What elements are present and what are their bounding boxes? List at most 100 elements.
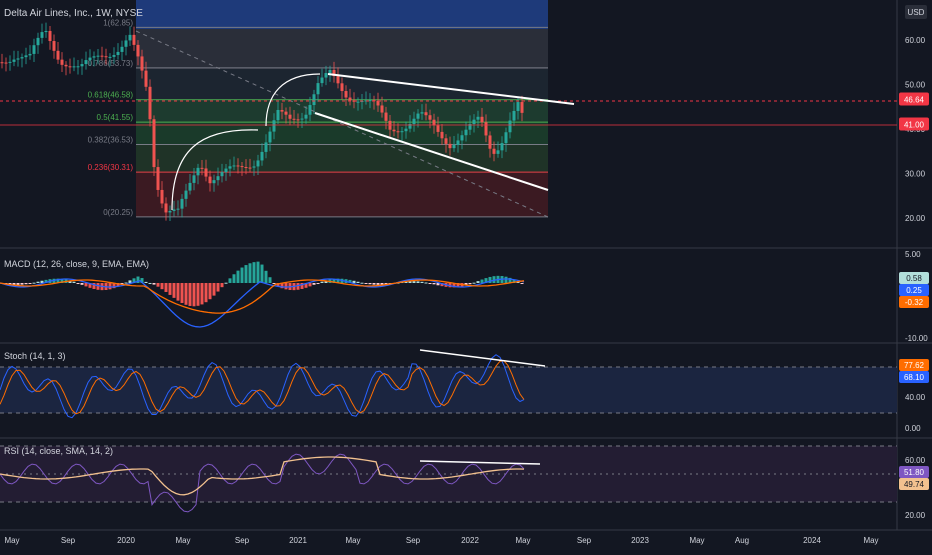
macd-y-axis: 5.00 -10.00 0.58 0.25 -0.32 (899, 250, 929, 343)
candle-body-36 (144, 70, 148, 87)
macd-bar-116 (464, 283, 468, 286)
price-badges: 46.64 41.00 (899, 92, 929, 131)
candle-body-106 (424, 112, 428, 116)
macd-title: MACD (12, 26, close, 9, EMA, EMA) (4, 259, 149, 269)
macd-bar-34 (136, 276, 140, 283)
candle-body-65 (260, 151, 264, 161)
currency-badge[interactable] (905, 5, 927, 19)
rsi-y-tick-1: 20.00 (905, 511, 926, 520)
candle-body-24 (96, 55, 100, 57)
candle-body-107 (428, 115, 432, 120)
macd-bar-8 (32, 282, 36, 284)
x-label-12: May (689, 536, 704, 545)
candle-body-81 (324, 73, 328, 78)
macd-bar-53 (212, 283, 216, 296)
macd-bar-126 (504, 276, 508, 283)
macd-bar-15 (60, 278, 64, 283)
candle-body-33 (132, 34, 136, 45)
candle-body-130 (520, 102, 524, 113)
candle-body-68 (272, 120, 276, 132)
macd-bar-33 (132, 278, 136, 283)
fib-lines: 1(62.85) 0.786(53.73) 0.618(46.58) 0.5(41.5… (88, 18, 548, 218)
stoch-y-axis: 40.00 0.00 77.62 68.10 (899, 359, 929, 433)
macd-y-tick-1: -10.00 (905, 334, 928, 343)
candle-body-11 (44, 30, 48, 33)
fib-label-1: 0.786(53.73) (88, 59, 134, 68)
candle-body-125 (500, 143, 504, 151)
candle-body-116 (464, 129, 468, 136)
candle-body-75 (300, 118, 304, 120)
candle-body-44 (176, 208, 180, 210)
candle-body-98 (392, 129, 396, 132)
macd-bar-35 (140, 278, 144, 283)
macd-bar-28 (112, 283, 116, 289)
macd-bar-69 (276, 283, 280, 287)
stoch-value-0: 77.62 (904, 361, 925, 370)
x-label-15: May (863, 536, 878, 545)
macd-bar-59 (236, 270, 240, 283)
candle-body-12 (48, 30, 52, 42)
candle-body-8 (32, 45, 36, 54)
macd-bar-40 (160, 283, 164, 290)
macd-bar-9 (36, 281, 40, 283)
candle-body-25 (100, 55, 104, 57)
candle-body-80 (320, 77, 324, 84)
candle-body-37 (148, 86, 152, 120)
candle-body-20 (80, 64, 84, 67)
macd-bar-67 (268, 277, 272, 283)
macd-bar-128 (512, 279, 516, 283)
macd-bar-83 (332, 278, 336, 283)
macd-line (0, 278, 525, 328)
macd-bar-118 (472, 282, 476, 284)
x-label-8: 2022 (461, 536, 479, 545)
macd-bar-90 (360, 282, 364, 284)
candle-body-42 (168, 210, 172, 213)
macd-bar-17 (68, 280, 72, 283)
fib-label-6: 0(20.25) (103, 208, 133, 217)
candle-body-49 (196, 167, 200, 176)
macd-bar-62 (248, 263, 252, 283)
macd-bar-117 (468, 283, 472, 285)
candle-body-96 (384, 112, 388, 121)
price-badge-0: 46.64 (904, 95, 925, 104)
candle-body-9 (36, 37, 40, 46)
macd-bar-89 (356, 281, 360, 283)
macd-bar-56 (224, 282, 228, 284)
upper-trendline (327, 73, 575, 105)
macd-bar-109 (436, 283, 440, 286)
candle-body-89 (356, 101, 360, 103)
macd-bar-70 (280, 283, 284, 289)
macd-bar-79 (316, 283, 320, 284)
macd-bar-75 (300, 283, 304, 289)
rsi-value-bg-1 (899, 478, 929, 490)
macd-value-1: 0.25 (906, 286, 922, 295)
macd-bar-50 (200, 283, 204, 305)
macd-bar-121 (484, 278, 488, 283)
candle-body-124 (496, 150, 500, 154)
candle-body-119 (476, 116, 480, 120)
candle-body-94 (376, 100, 380, 106)
macd-bar-48 (192, 283, 196, 307)
macd-bar-18 (72, 281, 76, 283)
candle-body-108 (432, 119, 436, 126)
candle-body-77 (308, 105, 312, 115)
candle-body-23 (92, 56, 96, 58)
candle-body-10 (40, 32, 44, 38)
x-label-14: 2024 (803, 536, 821, 545)
stoch-y-tick-1: 0.00 (905, 424, 921, 433)
x-label-7: Sep (406, 536, 421, 545)
macd-value-2: -0.32 (905, 298, 924, 307)
candle-body-78 (312, 94, 316, 106)
macd-bar-87 (348, 279, 352, 283)
lower-trendline (314, 112, 549, 191)
candle-body-95 (380, 105, 384, 113)
macd-bar-42 (168, 283, 172, 295)
macd-bar-96 (384, 283, 388, 285)
candle-body-66 (264, 142, 268, 152)
macd-bar-43 (172, 283, 176, 298)
macd-bar-52 (208, 283, 212, 300)
macd-bar-14 (56, 278, 60, 283)
macd-bar-58 (232, 274, 236, 283)
